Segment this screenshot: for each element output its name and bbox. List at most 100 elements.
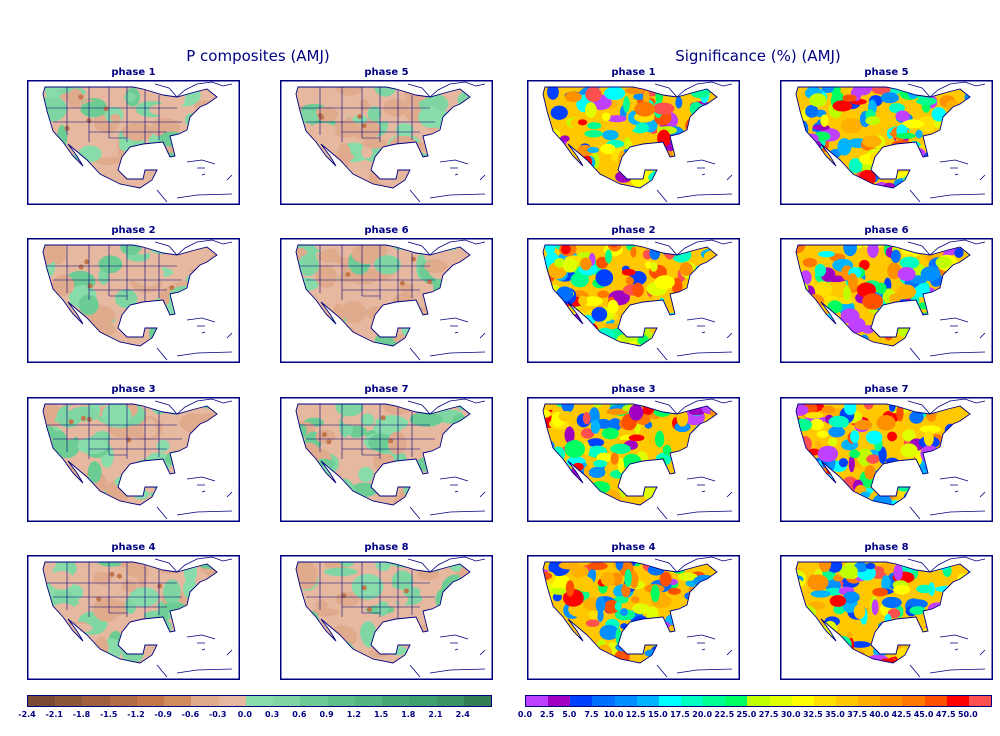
field-blob <box>956 637 970 645</box>
field-blob <box>593 459 608 468</box>
coastline <box>542 561 718 664</box>
field-blob <box>657 327 678 335</box>
field-blob <box>964 90 970 105</box>
field-blob <box>679 653 698 663</box>
field-blob <box>705 147 715 157</box>
colorbar-tick-label: 47.5 <box>935 710 956 719</box>
colorbar-tick-label: -1.5 <box>99 710 118 719</box>
field-blob <box>43 562 56 574</box>
significance-map-panel: phase 1 <box>527 67 740 205</box>
map-frame <box>527 80 740 205</box>
field-blob <box>389 627 409 642</box>
field-blob <box>106 344 124 346</box>
colorbar-swatch <box>109 696 137 706</box>
field-blob <box>929 245 951 251</box>
field-blob <box>423 652 455 663</box>
field-blob <box>659 157 673 173</box>
field-blob <box>413 623 446 644</box>
field-blob <box>571 647 590 659</box>
field-blob <box>690 87 711 99</box>
field-blob <box>696 443 703 456</box>
field-blob <box>137 145 168 159</box>
field-blob <box>585 87 602 103</box>
field-blob <box>49 570 74 590</box>
field-blob <box>962 169 970 186</box>
field-blob <box>197 464 213 487</box>
field-blob <box>587 182 595 188</box>
field-blob <box>190 290 205 309</box>
field-blob <box>679 168 701 178</box>
field-blob <box>44 87 58 99</box>
colorbar-swatch <box>858 696 881 706</box>
coastline <box>542 244 718 347</box>
field-blob <box>121 579 137 593</box>
field-blob <box>840 118 863 134</box>
field-blob <box>951 107 961 120</box>
colorbar-tick-label: -0.3 <box>208 710 227 719</box>
field-blob <box>709 584 717 596</box>
field-blob <box>118 444 140 467</box>
field-blob <box>954 322 970 333</box>
field-blob <box>814 440 822 450</box>
field-blob <box>796 138 800 147</box>
coastline <box>542 403 718 506</box>
field-blob <box>543 281 551 299</box>
field-blob <box>893 563 903 581</box>
field-blob <box>635 622 651 633</box>
field-blob <box>390 147 404 158</box>
field-blob <box>676 138 695 150</box>
field-blob <box>599 624 619 640</box>
field-blob <box>707 296 717 307</box>
field-blob <box>606 115 627 123</box>
field-blob <box>701 590 715 607</box>
colorbar-tick-label: 0.3 <box>265 710 280 719</box>
field-blob <box>932 562 939 564</box>
field-blob <box>941 118 952 137</box>
field-blob <box>546 161 559 171</box>
field-blob <box>708 325 717 337</box>
field-blob <box>820 114 829 127</box>
field-blob <box>927 602 948 615</box>
coastline <box>295 403 471 506</box>
field-blob <box>679 262 693 276</box>
field-blob <box>909 471 924 482</box>
field-blob <box>552 633 565 640</box>
field-blob <box>361 138 388 149</box>
field-blob <box>543 500 549 505</box>
field-blob <box>938 139 956 148</box>
field-blob <box>829 595 847 607</box>
field-blob <box>543 608 550 619</box>
field-blob <box>336 650 354 663</box>
coastline-other <box>154 239 233 361</box>
field-blob <box>680 309 693 327</box>
field-blob <box>684 143 700 153</box>
coastline <box>42 561 218 664</box>
field-blob <box>706 277 717 286</box>
field-blob <box>623 87 642 88</box>
field-blob <box>947 325 960 341</box>
field-blob <box>615 337 623 346</box>
field-blob <box>315 264 337 288</box>
field-blob <box>911 640 932 653</box>
state-boundaries <box>47 245 182 302</box>
field-blob <box>634 630 647 642</box>
field-blob <box>945 143 955 156</box>
field-blob <box>670 494 683 504</box>
field-blob <box>800 460 815 478</box>
field-blob <box>676 610 689 621</box>
field-blob <box>821 87 834 94</box>
field-blob <box>578 295 588 306</box>
map <box>780 397 993 522</box>
field-blob <box>543 464 553 478</box>
field-blob <box>954 247 964 258</box>
field-blob <box>158 175 173 187</box>
colorbar-tick-label: 32.5 <box>802 710 823 719</box>
field-blob <box>361 145 373 159</box>
field-blob <box>400 162 432 181</box>
field-blob <box>832 646 853 663</box>
field-blob <box>543 317 565 332</box>
state-boundaries <box>47 562 182 619</box>
field-blob <box>959 464 970 472</box>
field-blob <box>945 336 954 346</box>
field-blob <box>84 654 102 663</box>
